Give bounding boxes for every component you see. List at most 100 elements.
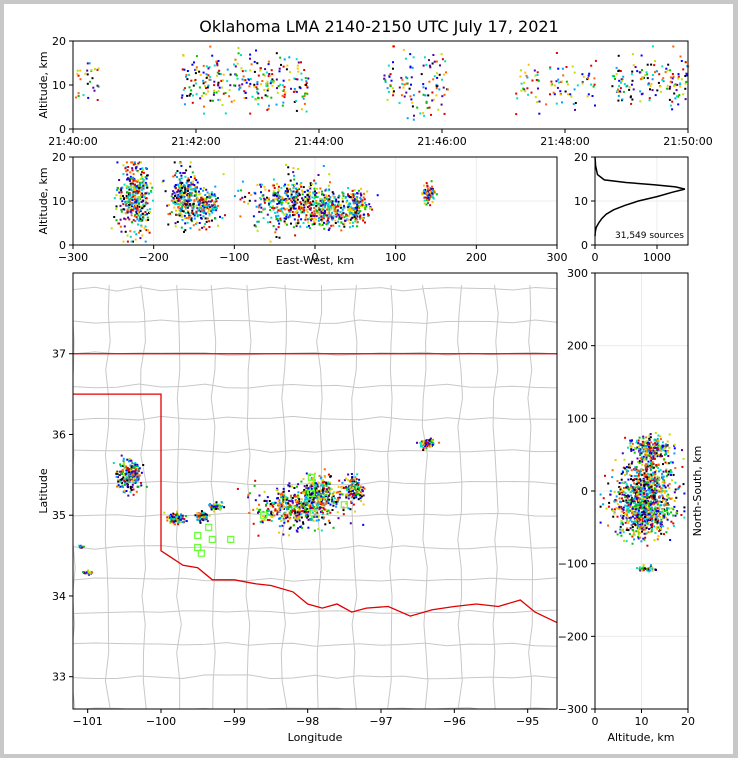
lightning-source — [632, 521, 635, 524]
lightning-source — [117, 479, 119, 482]
lightning-source — [291, 509, 294, 512]
lightning-source — [178, 162, 181, 165]
lightning-source — [299, 506, 302, 509]
lightning-source — [327, 486, 330, 489]
lightning-source — [203, 112, 205, 115]
lightning-source — [129, 485, 132, 488]
lightning-source — [182, 193, 185, 196]
lightning-source — [172, 522, 175, 525]
lightning-source — [330, 224, 333, 227]
lightning-source — [656, 504, 659, 507]
lightning-source — [285, 192, 288, 194]
lightning-source — [555, 52, 558, 54]
lightning-source — [326, 496, 329, 499]
lightning-source — [587, 77, 589, 79]
lightning-source — [349, 486, 352, 489]
lightning-source — [620, 472, 623, 475]
lightning-source — [338, 496, 341, 499]
lightning-source — [349, 218, 352, 221]
lightning-source — [315, 196, 318, 198]
lightning-source — [248, 85, 251, 88]
lightning-source — [178, 178, 181, 181]
lightning-source — [293, 493, 296, 496]
lightning-source — [127, 494, 130, 497]
lightning-source — [392, 61, 394, 64]
lightning-source — [671, 108, 674, 111]
lightning-source — [191, 63, 194, 66]
lightning-source — [666, 509, 668, 512]
lightning-source — [265, 500, 268, 502]
lightning-source — [328, 198, 331, 201]
lightning-source — [284, 208, 287, 211]
lightning-source — [647, 531, 650, 534]
lightning-source — [129, 182, 132, 185]
x-tick-label: 21:46:00 — [417, 135, 466, 148]
lightning-source — [181, 514, 184, 517]
lightning-source — [658, 490, 661, 493]
lightning-source — [321, 481, 324, 484]
lightning-source — [586, 95, 589, 98]
lightning-source — [423, 196, 425, 199]
lightning-source — [522, 87, 525, 90]
lightning-source — [312, 490, 315, 493]
lightning-source — [141, 171, 143, 174]
lightning-source — [204, 200, 207, 203]
lightning-source — [637, 522, 640, 525]
lightning-source — [123, 489, 126, 492]
lightning-source — [182, 54, 185, 57]
plan-view-frame — [72, 272, 558, 710]
lightning-source — [199, 201, 202, 204]
lightning-source — [179, 180, 182, 183]
lightning-source — [283, 85, 286, 88]
lightning-source — [335, 198, 338, 201]
lightning-source — [279, 219, 282, 222]
lightning-source — [283, 220, 286, 223]
lightning-source — [342, 509, 345, 512]
lightning-source — [296, 505, 299, 508]
lightning-source — [310, 207, 312, 210]
lightning-source — [199, 517, 201, 520]
lightning-source — [256, 220, 259, 223]
lightning-source — [132, 190, 135, 193]
lightning-source — [327, 509, 330, 512]
lightning-source — [327, 207, 330, 210]
lightning-source — [676, 83, 679, 86]
lightning-source — [430, 445, 433, 447]
lightning-source — [329, 503, 332, 506]
lightning-source — [335, 491, 338, 494]
y-tick-label: 36 — [52, 428, 66, 441]
lightning-source — [204, 194, 207, 196]
lightning-source — [638, 513, 641, 516]
lightning-source — [431, 439, 434, 442]
lightning-source — [642, 500, 645, 503]
lightning-source — [276, 218, 279, 221]
lightning-source — [315, 491, 318, 494]
lightning-source — [411, 105, 414, 108]
lightning-source — [363, 207, 366, 210]
lightning-source — [309, 218, 312, 221]
lightning-source — [386, 87, 389, 90]
lightning-source — [269, 74, 272, 77]
lightning-source — [358, 202, 360, 205]
lightning-source — [179, 516, 182, 519]
lightning-source — [180, 207, 183, 210]
lightning-source — [519, 75, 522, 78]
lightning-source — [302, 208, 304, 211]
lightning-source — [296, 503, 299, 506]
lightning-source — [384, 79, 387, 82]
lightning-source — [644, 508, 647, 511]
lightning-source — [79, 69, 82, 72]
lightning-source — [631, 507, 634, 510]
lma-station-marker — [205, 523, 213, 531]
lightning-source — [335, 501, 338, 503]
lightning-source — [184, 229, 187, 232]
lightning-source — [654, 521, 657, 524]
figure-title: Oklahoma LMA 2140-2150 UTC July 17, 2021 — [199, 17, 558, 36]
lightning-source — [195, 196, 198, 199]
lightning-source — [433, 75, 436, 78]
lightning-source — [653, 539, 656, 542]
lightning-source — [203, 225, 206, 228]
lightning-source — [266, 213, 269, 216]
lightning-source — [299, 183, 302, 186]
lightning-source — [642, 486, 645, 489]
